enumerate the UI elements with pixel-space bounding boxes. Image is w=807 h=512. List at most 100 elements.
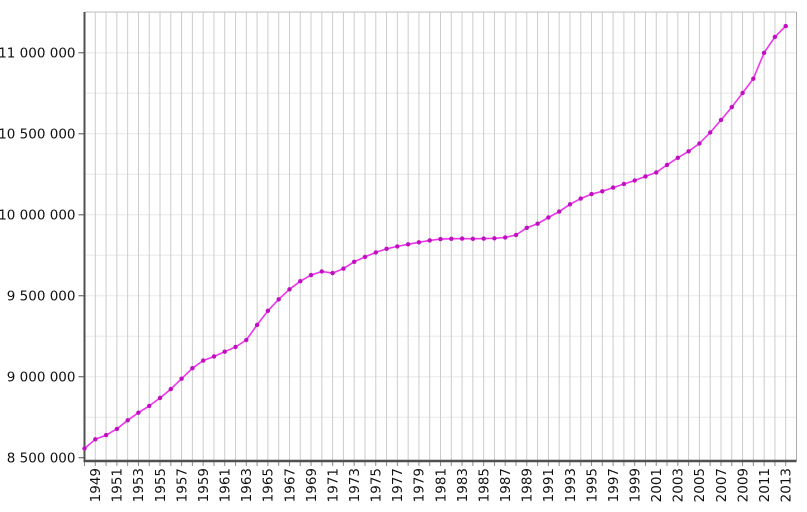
x-tick-label: 1991 [541, 468, 557, 502]
x-tick-label: 1961 [218, 468, 234, 502]
data-point [427, 238, 432, 243]
x-tick-label: 1999 [627, 468, 643, 502]
data-point [675, 155, 680, 160]
data-point [567, 202, 573, 207]
x-tick-label: 1993 [563, 468, 579, 502]
x-tick-label: 2005 [692, 468, 708, 502]
data-point [298, 279, 303, 284]
data-point [643, 174, 648, 179]
data-point [449, 236, 454, 241]
data-point [503, 235, 508, 240]
data-point [546, 215, 551, 220]
data-point [610, 185, 616, 190]
x-tick-label: 1951 [110, 468, 126, 502]
y-tick-label: 10 500 000 [0, 127, 76, 143]
data-point [751, 76, 756, 81]
x-axis-labels: 1949 1951 1953 1955 1957 1959 1961 1963 1965 1967… [88, 468, 794, 502]
data-point [114, 426, 120, 432]
data-point [481, 236, 486, 241]
x-tick-label: 1989 [520, 468, 536, 502]
data-point [395, 244, 400, 249]
x-tick-label: 2001 [649, 468, 665, 502]
data-points [82, 23, 788, 451]
data-point [319, 269, 324, 274]
data-point [459, 236, 465, 241]
x-tick-label: 1963 [239, 468, 255, 502]
axes [83, 12, 797, 463]
data-point [147, 403, 152, 409]
data-point [125, 418, 130, 423]
data-point [578, 196, 583, 201]
data-point [201, 358, 206, 363]
x-tick-label: 1949 [88, 468, 104, 502]
data-line [83, 25, 787, 450]
data-point [103, 432, 109, 438]
data-point [654, 170, 659, 175]
x-tick-label: 1957 [174, 468, 190, 502]
data-point [416, 240, 422, 245]
x-tick-label: 1977 [390, 468, 406, 502]
data-point [589, 191, 594, 197]
data-point [664, 162, 670, 168]
x-tick-label: 1995 [584, 468, 600, 502]
x-tick-label: 2013 [779, 468, 795, 502]
data-point [535, 221, 540, 226]
data-point [330, 270, 335, 276]
data-point [233, 344, 238, 350]
x-tick-label: 1987 [498, 468, 514, 502]
data-point [222, 349, 227, 354]
data-point [93, 437, 98, 442]
data-point [244, 337, 249, 343]
x-tick-label: 1973 [347, 468, 363, 502]
data-point [740, 90, 745, 96]
plot-borders [84, 11, 797, 461]
x-tick-label: 1959 [196, 468, 212, 502]
data-point [405, 242, 411, 247]
data-point [697, 141, 702, 146]
data-point [621, 181, 627, 187]
data-point [729, 104, 734, 110]
population-line [83, 25, 787, 450]
data-point [438, 236, 443, 242]
y-tick-label: 11 000 000 [0, 46, 76, 62]
data-point [254, 322, 260, 328]
data-point [157, 395, 163, 401]
x-tick-label: 2011 [757, 468, 773, 502]
data-point [341, 266, 346, 271]
data-point [190, 366, 195, 371]
x-tick-label: 1997 [606, 468, 622, 502]
y-tick-label: 8 500 000 [7, 450, 76, 466]
data-point [761, 50, 767, 55]
x-tick-label: 2003 [671, 468, 687, 502]
x-tick-label: 2007 [714, 468, 730, 502]
x-tick-label: 1967 [282, 468, 298, 502]
data-point [524, 225, 529, 230]
data-point [308, 272, 314, 278]
data-point [168, 386, 173, 392]
data-point [492, 236, 497, 241]
data-point [362, 254, 368, 260]
x-tick-label: 1981 [433, 468, 449, 502]
data-point [276, 297, 281, 302]
x-tick-label: 1969 [304, 468, 320, 502]
x-tick-label: 1955 [153, 468, 169, 502]
data-point [287, 287, 292, 292]
x-tick-label: 1953 [131, 468, 147, 502]
x-tick-label: 1975 [369, 468, 385, 502]
data-point [265, 308, 271, 313]
x-tick-label: 1979 [412, 468, 428, 502]
x-tick-label: 1983 [455, 468, 471, 502]
data-point [470, 236, 476, 241]
x-tick-label: 1965 [261, 468, 277, 502]
data-point [136, 410, 141, 415]
data-point [718, 117, 724, 123]
y-tick-label: 10 000 000 [0, 207, 76, 223]
y-tick-label: 9 500 000 [7, 288, 76, 304]
data-point [179, 376, 184, 381]
data-point [82, 446, 87, 451]
data-point [384, 246, 389, 251]
y-axis-labels: 11 000 000 10 500 000 10 000 000 9 500 000 9… [0, 46, 76, 467]
vertical-gridlines [94, 12, 787, 461]
